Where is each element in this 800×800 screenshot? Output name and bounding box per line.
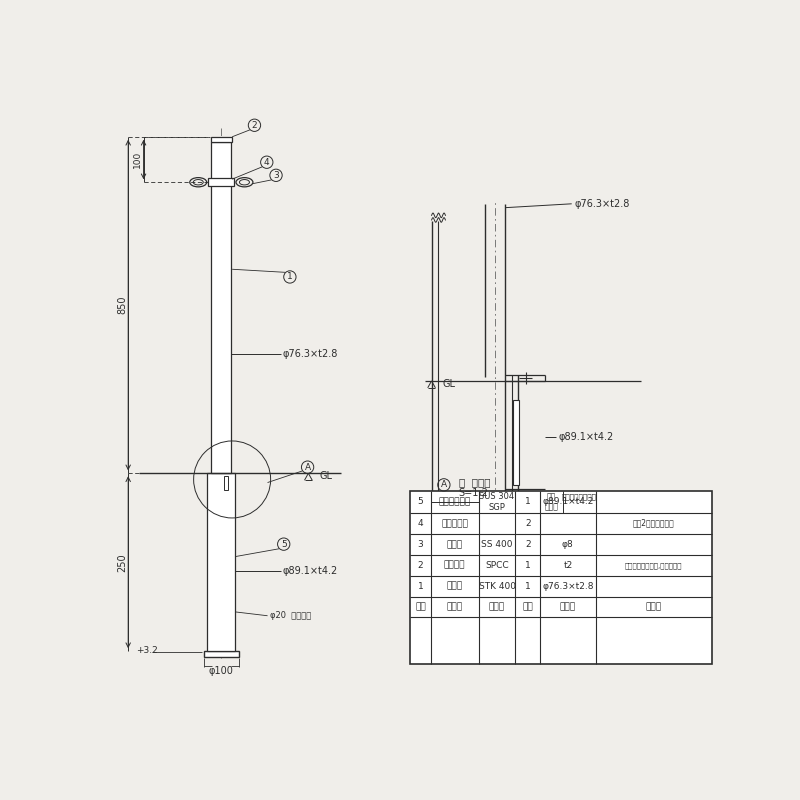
Text: ケース: ケース (545, 502, 558, 512)
Text: φ76.3×t2.8: φ76.3×t2.8 (542, 582, 594, 590)
Text: 2: 2 (252, 121, 258, 130)
Bar (513, 400, 518, 485)
Text: 2: 2 (525, 519, 530, 528)
Text: 電気亜鉛メッキ後,焼付け仕上: 電気亜鉛メッキ後,焼付け仕上 (625, 562, 682, 569)
Text: φ8: φ8 (562, 540, 574, 549)
Bar (410, 491, 712, 664)
Bar (204, 651, 239, 657)
Text: φ76.3×t2.8: φ76.3×t2.8 (574, 199, 630, 209)
Text: 番号: 番号 (415, 602, 426, 611)
Text: 850: 850 (117, 296, 127, 314)
Text: SS 400: SS 400 (482, 540, 513, 549)
Text: 1: 1 (525, 561, 530, 570)
Text: GL: GL (442, 379, 455, 389)
Text: キャップ: キャップ (444, 561, 466, 570)
Text: フック: フック (446, 540, 462, 549)
Text: φ89.1×t4.2: φ89.1×t4.2 (542, 498, 594, 506)
Bar (224, 476, 227, 490)
Bar (208, 178, 234, 186)
Text: 柱名シール: 柱名シール (442, 519, 468, 528)
Text: 支　柱: 支 柱 (446, 582, 462, 590)
Text: φ76.3×t2.8: φ76.3×t2.8 (283, 349, 338, 359)
Text: STK 400: STK 400 (478, 582, 515, 590)
Text: 5: 5 (418, 498, 423, 506)
Text: 材　質: 材 質 (489, 602, 505, 611)
Text: 規　格: 規 格 (560, 602, 576, 611)
Text: 1: 1 (287, 273, 293, 282)
Text: 2: 2 (525, 540, 530, 549)
Text: 表裏2箇所貼り付け: 表裏2箇所貼り付け (633, 519, 674, 528)
Bar (207, 474, 235, 651)
Text: SGP: SGP (489, 502, 506, 512)
Text: 4: 4 (418, 519, 423, 528)
Text: +3.2: +3.2 (136, 646, 158, 655)
Text: 100: 100 (133, 151, 142, 168)
Text: 250: 250 (117, 553, 127, 571)
Text: アウ: アウ (547, 492, 556, 501)
Bar (211, 142, 231, 474)
Bar (210, 137, 232, 142)
Text: SUS 304: SUS 304 (479, 492, 514, 501)
Text: A: A (441, 480, 447, 490)
Text: 1: 1 (418, 582, 423, 590)
Text: SPCC: SPCC (485, 561, 509, 570)
Text: 5: 5 (281, 540, 286, 549)
Text: 1: 1 (525, 498, 530, 506)
Text: 数量: 数量 (522, 602, 533, 611)
Text: GL: GL (319, 471, 332, 482)
Text: フタ付き鋼管: フタ付き鋼管 (438, 498, 470, 506)
Text: 3: 3 (273, 171, 279, 180)
Text: φ89.1×t4.2: φ89.1×t4.2 (558, 432, 614, 442)
Text: 3: 3 (418, 540, 423, 549)
Text: 品　名: 品 名 (446, 602, 462, 611)
Text: t2: t2 (563, 561, 573, 570)
Text: φ89.1×t4.2: φ89.1×t4.2 (283, 566, 338, 576)
Text: A: A (305, 462, 310, 472)
Text: 内面場所貼り付け: 内面場所貼り付け (562, 493, 597, 500)
Text: 4: 4 (264, 158, 270, 166)
Text: 備　考: 備 考 (646, 602, 662, 611)
Text: φ20  木柱を木: φ20 木柱を木 (270, 611, 311, 620)
Text: 部  詳細図: 部 詳細図 (458, 478, 490, 487)
Text: φ100: φ100 (209, 666, 234, 676)
Text: S=1:2: S=1:2 (458, 487, 488, 498)
Text: 2: 2 (418, 561, 423, 570)
Text: 1: 1 (525, 582, 530, 590)
